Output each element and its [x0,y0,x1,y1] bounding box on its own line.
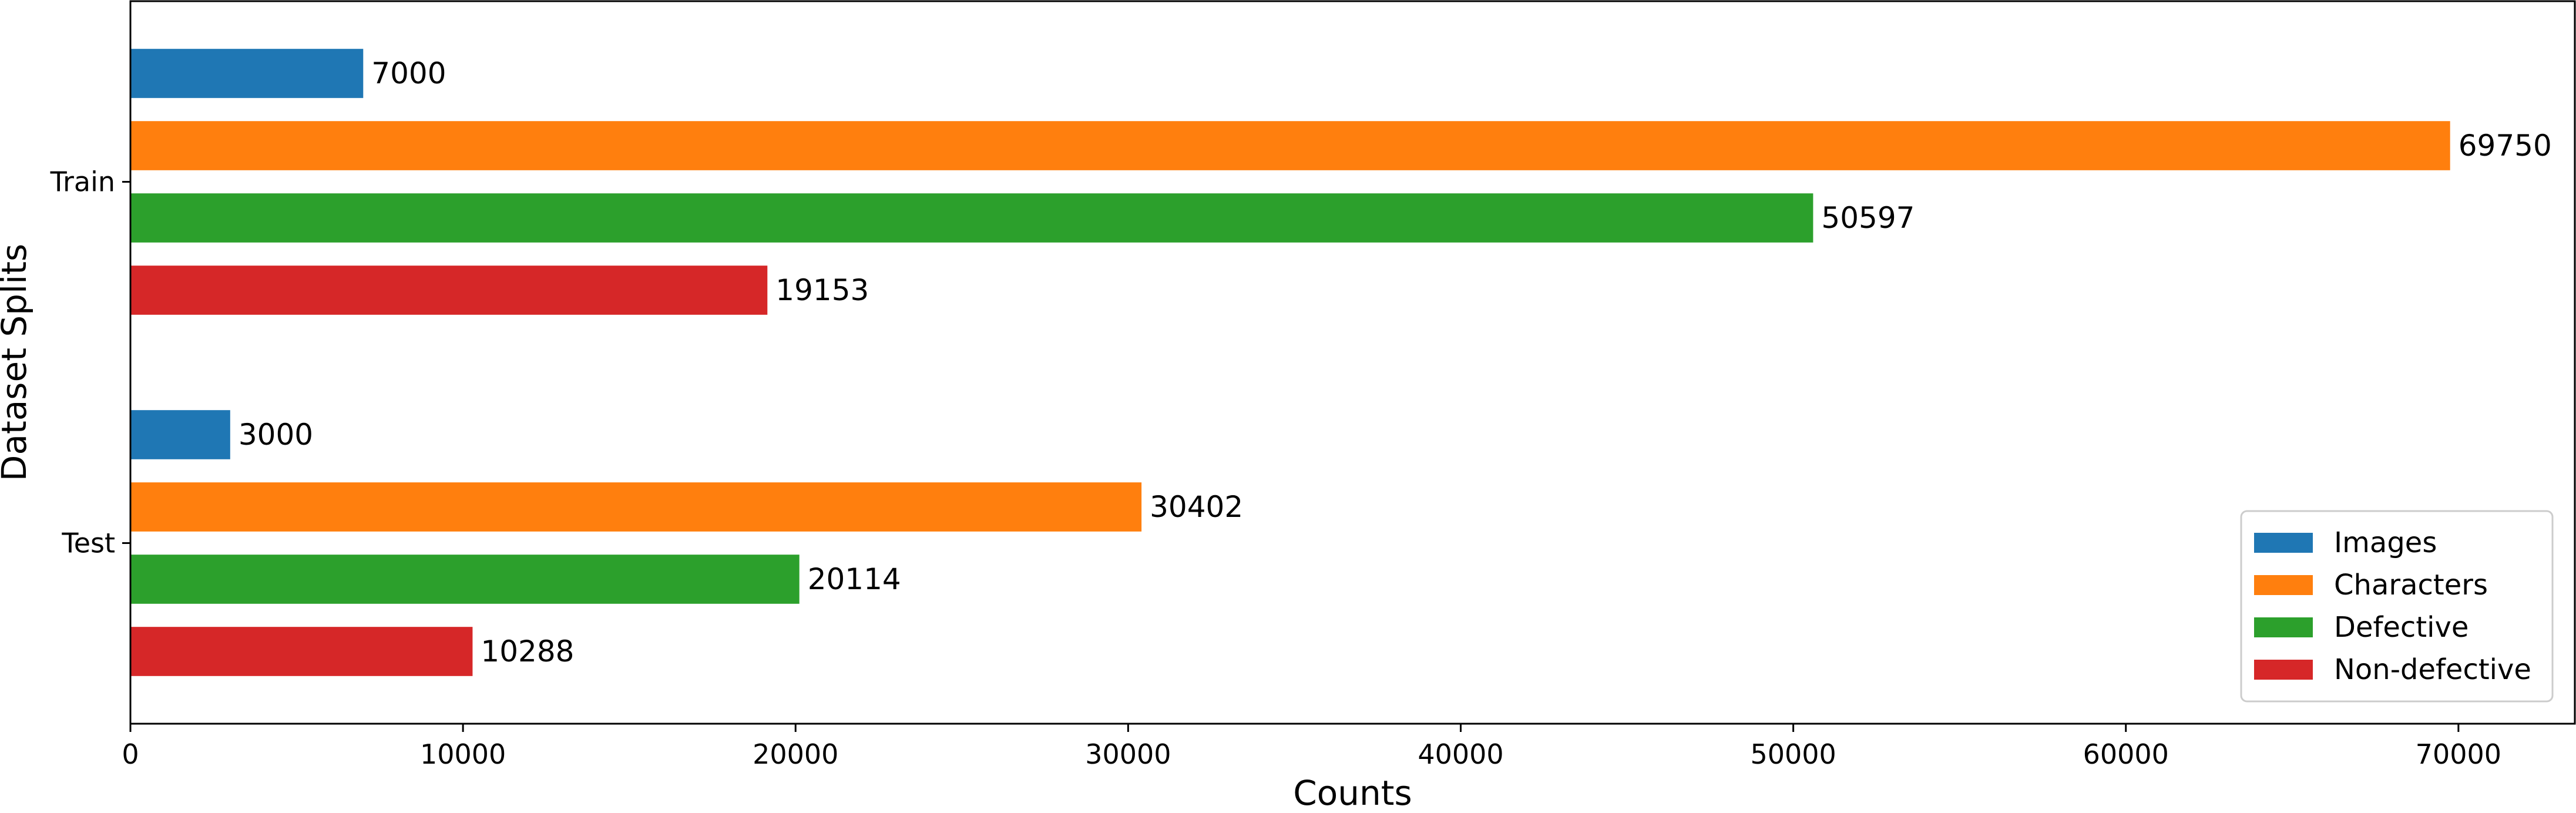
y-axis-ticks: Train Test [50,166,130,559]
legend-label: Non-defective [2334,653,2531,686]
legend-swatch-non-defective [2254,660,2313,680]
x-tick-label: 30000 [1085,738,1171,770]
bar-test-non-defective [130,627,473,676]
legend-swatch-defective [2254,617,2313,637]
bar-value-label: 69750 [2459,129,2552,163]
bars-group [130,49,2450,676]
legend: Images Characters Defective Non-defective [2240,510,2554,703]
bar-value-label: 7000 [371,56,446,90]
bar-train-images [130,49,364,98]
plot-frame [129,0,2576,725]
x-tick-label: 50000 [1750,738,1836,770]
bar-value-label: 10288 [481,634,574,668]
bar-value-label: 30402 [1150,490,1243,524]
bar-value-label: 19153 [775,273,869,307]
x-tick-label: 20000 [753,738,838,770]
legend-label: Characters [2334,569,2488,602]
bar-value-label: 20114 [808,562,901,596]
y-tick-label: Test [61,528,115,559]
bar-value-label: 3000 [239,418,313,452]
bar-test-images [130,410,230,459]
x-tick-label: 10000 [420,738,506,770]
legend-swatch-images [2254,533,2313,553]
bar-labels-group: 7000 69750 50597 19153 3000 30402 20114 10288 [239,56,2552,668]
bar-train-defective [130,193,1813,243]
legend-swatch-characters [2254,575,2313,595]
x-tick-label: 60000 [2083,738,2169,770]
x-tick-label: 0 [122,738,139,770]
bar-train-non-defective [130,266,768,315]
legend-label: Defective [2334,611,2468,644]
bar-value-label: 50597 [1821,201,1915,235]
x-axis-ticks: 0 10000 20000 30000 40000 50000 60000 70000 [122,724,2501,770]
y-axis-title: Dataset Splits [0,244,34,481]
legend-box [2240,510,2554,703]
legend-label: Images [2334,526,2437,559]
bar-train-characters [130,121,2450,170]
y-tick-label: Train [50,166,115,198]
x-tick-label: 70000 [2416,738,2501,770]
bar-test-characters [130,482,1142,532]
bar-test-defective [130,555,800,604]
x-tick-label: 40000 [1418,738,1503,770]
x-axis-title: Counts [1293,773,1412,813]
